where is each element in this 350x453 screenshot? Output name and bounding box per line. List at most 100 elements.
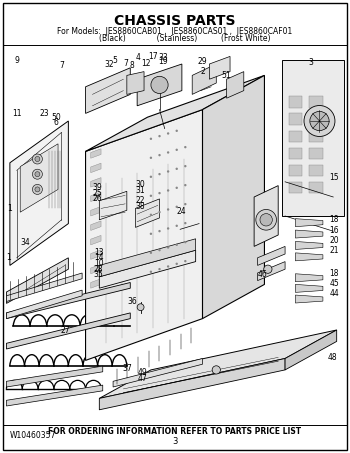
Text: 4: 4 [135, 53, 140, 62]
Circle shape [158, 211, 161, 213]
Text: 18: 18 [329, 269, 339, 278]
Polygon shape [288, 130, 302, 142]
Circle shape [212, 366, 220, 374]
Circle shape [150, 213, 152, 216]
Polygon shape [288, 182, 302, 193]
Circle shape [35, 187, 40, 192]
Polygon shape [85, 75, 265, 151]
Polygon shape [91, 236, 101, 245]
Text: 44: 44 [329, 289, 339, 298]
Polygon shape [85, 68, 130, 113]
Polygon shape [6, 385, 103, 406]
Text: 26: 26 [93, 194, 103, 203]
Circle shape [256, 209, 276, 230]
Circle shape [150, 232, 152, 235]
Text: 8: 8 [130, 62, 134, 70]
Text: 5: 5 [112, 56, 117, 65]
Circle shape [167, 151, 169, 154]
Circle shape [184, 222, 187, 224]
Text: 2: 2 [200, 67, 205, 76]
Polygon shape [6, 366, 103, 387]
Polygon shape [99, 330, 337, 398]
Circle shape [175, 206, 178, 208]
Polygon shape [6, 283, 130, 318]
Text: 22: 22 [136, 196, 145, 205]
Text: 50: 50 [51, 113, 61, 122]
Text: 12: 12 [141, 59, 150, 68]
Polygon shape [137, 64, 182, 106]
Polygon shape [295, 241, 323, 250]
Circle shape [184, 260, 187, 262]
Polygon shape [135, 199, 160, 227]
Circle shape [158, 135, 161, 137]
Text: 25: 25 [93, 189, 103, 198]
Polygon shape [309, 182, 323, 193]
Text: 10: 10 [94, 259, 104, 268]
Circle shape [184, 165, 187, 167]
Polygon shape [295, 230, 323, 238]
Circle shape [151, 76, 168, 93]
Text: 32: 32 [105, 60, 114, 69]
Text: (Black)             (Stainless)          (Frost White): (Black) (Stainless) (Frost White) [80, 34, 270, 43]
Text: 31: 31 [136, 186, 145, 195]
Text: 33: 33 [159, 53, 168, 62]
Polygon shape [226, 72, 244, 98]
Circle shape [35, 156, 40, 162]
Text: 39: 39 [93, 183, 103, 192]
Polygon shape [6, 258, 68, 304]
Text: 1: 1 [7, 204, 12, 213]
Text: 23: 23 [40, 109, 49, 118]
Polygon shape [91, 163, 101, 173]
Text: 35: 35 [94, 270, 104, 280]
Polygon shape [192, 64, 216, 94]
Text: CHASSIS PARTS: CHASSIS PARTS [114, 14, 236, 28]
Text: 19: 19 [159, 57, 168, 66]
Text: 11: 11 [12, 109, 21, 118]
Text: FOR ORDERING INFORMATION REFER TO PARTS PRICE LIST: FOR ORDERING INFORMATION REFER TO PARTS … [48, 427, 302, 435]
Circle shape [150, 270, 152, 273]
Circle shape [158, 268, 161, 270]
Circle shape [158, 192, 161, 194]
Circle shape [184, 203, 187, 205]
Circle shape [175, 225, 178, 227]
Polygon shape [309, 148, 323, 159]
Circle shape [175, 168, 178, 170]
Polygon shape [309, 113, 323, 125]
Circle shape [158, 230, 161, 232]
Polygon shape [288, 165, 302, 176]
Polygon shape [288, 148, 302, 159]
Text: 28: 28 [94, 265, 103, 274]
Text: 37: 37 [122, 364, 132, 373]
Circle shape [167, 132, 169, 135]
Circle shape [167, 246, 169, 249]
Text: 3: 3 [308, 58, 313, 67]
Polygon shape [99, 250, 196, 288]
Text: 3: 3 [172, 437, 178, 445]
Polygon shape [20, 144, 58, 212]
Polygon shape [254, 186, 278, 246]
Polygon shape [285, 330, 337, 370]
Text: 46: 46 [258, 270, 268, 280]
Circle shape [150, 157, 152, 159]
Circle shape [150, 176, 152, 178]
Polygon shape [6, 290, 82, 318]
Circle shape [167, 189, 169, 192]
Polygon shape [91, 279, 101, 288]
Circle shape [158, 249, 161, 251]
Polygon shape [85, 110, 203, 361]
Polygon shape [295, 253, 323, 261]
Circle shape [35, 172, 40, 177]
Text: 21: 21 [329, 246, 339, 255]
Circle shape [150, 138, 152, 140]
Text: 48: 48 [328, 353, 337, 362]
Text: 9: 9 [14, 56, 19, 65]
Circle shape [33, 184, 42, 194]
Text: For Models:  JES8860CAB01 ,  JES8860CAS01 ,  JES8860CAF01: For Models: JES8860CAB01 , JES8860CAS01 … [57, 26, 293, 35]
Circle shape [184, 241, 187, 243]
Polygon shape [91, 192, 101, 202]
Polygon shape [203, 75, 265, 318]
Polygon shape [91, 221, 101, 231]
Circle shape [150, 251, 152, 254]
Circle shape [158, 154, 161, 156]
Circle shape [33, 154, 42, 164]
